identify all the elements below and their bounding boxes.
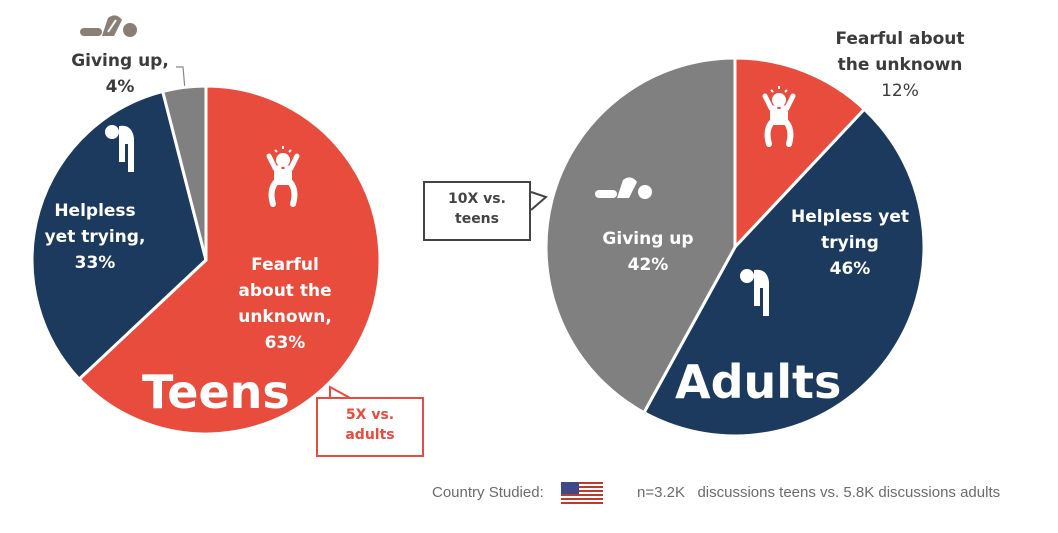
adults-helpless-label: Helpless yet trying 46% (790, 207, 909, 279)
teens-giving-up-icon (80, 15, 137, 37)
teens-helpless-label: Helpless yet trying, 33% (44, 201, 146, 273)
adults-fearful-icon (762, 86, 796, 147)
sample-note: n=3.2K discussions teens vs. 5.8K discus… (637, 484, 1001, 501)
adults-slice-helpless (641, 107, 926, 438)
teens-title: Teens (142, 365, 290, 419)
teens-fearful-icon (266, 146, 300, 207)
adults-giving-up-icon (595, 177, 652, 199)
adults-callout-pointer (530, 191, 548, 211)
teens-slice-giving-up (160, 84, 208, 261)
teens-giving-up-leader (176, 66, 186, 91)
adults-fearful-label: Fearful about the unknown 12% (835, 29, 965, 101)
teens-slice-fearful (77, 84, 382, 436)
country-studied-label: Country Studied: (432, 484, 544, 501)
adults-giving-up-label: Giving up 42% (602, 229, 694, 275)
teens-giving-up-label: Giving up, 4% (71, 51, 169, 97)
teens-helpless-icon (105, 125, 134, 172)
teens-fearful-label: Fearful about the unknown, 63% (238, 255, 332, 353)
adults-callout: 10X vs. teens (423, 181, 531, 241)
adults-helpless-icon (740, 269, 769, 316)
adults-title: Adults (675, 355, 842, 409)
adults-slice-giving-up (544, 56, 737, 415)
us-flag-icon (561, 482, 603, 506)
teens-slice-helpless (30, 89, 208, 382)
teens-callout: 5X vs. adults (316, 397, 424, 457)
